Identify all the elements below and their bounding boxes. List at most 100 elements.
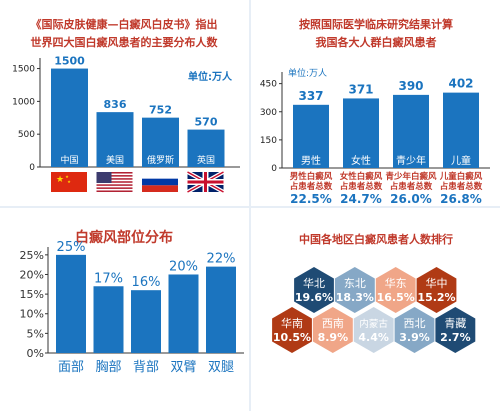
region-value: 2.7% — [440, 331, 471, 344]
bar-value-label: 25% — [57, 240, 86, 255]
panel3-title: 白癜风部位分布 — [75, 230, 173, 246]
groups-chart: 0150300450单位:万人337男性男性白癜风占患者总数22.5%371女性… — [260, 67, 490, 206]
flag-star-icon: ★ — [56, 175, 64, 185]
unit-label: 单位:万人 — [288, 67, 327, 79]
hexagon-青藏 — [435, 307, 476, 353]
panel-china-groups: 按照国际医学临床研究结果计算 我国各大人群白癜风患者 0 150 300 450 单位:… — [252, 0, 500, 206]
hexagon-华北 — [294, 267, 334, 313]
hexagon-华中 — [416, 267, 457, 313]
region-value: 19.6% — [295, 291, 333, 304]
caption-line1: 儿童白癜风 — [439, 171, 483, 182]
region-value: 10.5% — [273, 331, 311, 344]
flag-cross — [204, 172, 207, 192]
bar-value-label: 570 — [195, 116, 218, 129]
y-tick-label: 1000 — [12, 97, 35, 107]
category-label: 背部 — [133, 360, 159, 375]
region-value: 16.5% — [377, 291, 415, 304]
y-tick-label: 0% — [27, 347, 44, 360]
y-tick-label: 25% — [20, 249, 44, 262]
bar-value-label: 16% — [132, 275, 161, 290]
category-label: 美国 — [106, 154, 124, 166]
russia-flag-icon — [142, 172, 178, 179]
bar-value-label: 337 — [298, 89, 323, 103]
y-tick-label: 0 — [271, 164, 277, 174]
bar-俄罗斯 — [142, 117, 179, 167]
bar-value-label: 752 — [149, 104, 172, 117]
flag-stripe — [96, 178, 133, 180]
hexagon-西北 — [394, 307, 435, 353]
hexagon-西南 — [312, 307, 353, 353]
flag-stripe — [96, 190, 133, 192]
flag-stripe — [96, 184, 133, 186]
caption-line1: 青少年白癜风 — [385, 171, 437, 182]
caption-line2: 占患者总数 — [440, 181, 483, 192]
category-label: 女性 — [351, 154, 371, 167]
y-tick-label: 10% — [20, 308, 44, 321]
flag-stripe — [96, 175, 133, 177]
bar-value-label: 402 — [448, 77, 473, 91]
y-tick-label: 20% — [20, 268, 44, 281]
bar-胸部 — [93, 286, 124, 353]
caption-line1: 女性白癜风 — [340, 171, 383, 182]
bar-value-label: 22% — [207, 252, 236, 267]
region-value: 15.2% — [417, 291, 455, 304]
caption-line1: 男性白癜风 — [290, 171, 333, 182]
bar-value-label: 836 — [104, 98, 127, 111]
panel-regions: 中国各地区白癜风患者人数排行 华北 19.6% 东北 18.3% 华东 16.5% 华中 15… — [252, 209, 500, 411]
hexagon-内蒙古 — [353, 307, 394, 353]
caption-line2: 占患者总数 — [340, 181, 383, 192]
panel1-title-line2: 世界四大国白癜风患者的主要分布人数 — [30, 36, 218, 49]
region-name: 内蒙古 — [359, 318, 388, 330]
hexagon-华东 — [375, 267, 416, 313]
y-tick-label: 0 — [29, 163, 35, 173]
region-value: 8.9% — [318, 331, 349, 344]
flag-stripe — [96, 172, 133, 174]
category-label: 儿童 — [451, 154, 471, 167]
y-tick-label: 5% — [27, 327, 44, 340]
flag-stripe — [96, 187, 133, 189]
flag-star-icon: ★ — [67, 179, 71, 184]
divider-vertical — [249, 0, 251, 411]
bar-美国 — [96, 112, 134, 167]
hexagon-华南 — [272, 307, 312, 353]
flag-canton — [96, 172, 112, 183]
bar-value-label: 17% — [94, 271, 123, 286]
panel2-title-line2: 我国各大人群白癜风患者 — [315, 36, 437, 49]
bar-青少年 — [393, 94, 429, 168]
caption-line2: 占患者总数 — [390, 181, 433, 192]
category-label: 男性 — [301, 154, 321, 167]
category-label: 双腿 — [208, 360, 234, 375]
countries-chart: 0 500 1000 1500 单位:万人 1500 中国 836 美国 752 俄罗斯 570 英国 ★… — [12, 55, 240, 194]
region-name: 东北 — [344, 277, 366, 290]
panel-world-countries: 《国际皮肤健康—白癜风白皮书》指出 世界四大国白癜风患者的主要分布人数 0 500… — [0, 0, 248, 205]
region-name: 华南 — [281, 316, 303, 330]
y-tick-label: 300 — [260, 108, 277, 118]
panel4-title: 中国各地区白癜风患者人数排行 — [299, 233, 453, 246]
category-label: 面部 — [58, 360, 84, 375]
hexagon-东北 — [334, 267, 375, 313]
bar-双腿 — [206, 266, 236, 353]
flag-stripe — [142, 185, 178, 192]
bar-女性 — [343, 98, 379, 168]
y-tick-label: 500 — [18, 130, 35, 140]
y-tick-label: 150 — [260, 136, 277, 146]
bar-男性 — [293, 104, 329, 168]
bar-面部 — [56, 254, 86, 353]
category-label: 英国 — [197, 154, 215, 166]
panel1-title-line1: 《国际皮肤健康—白癜风白皮书》指出 — [30, 18, 218, 31]
bar-儿童 — [443, 92, 479, 168]
category-label: 青少年 — [396, 154, 426, 167]
flag-stripe — [96, 181, 133, 183]
panel-body-parts: 白癜风部位分布 0% 5% 10% 15% 20% 25% 25% 面部 17% 胸部 16% 背部 2… — [0, 209, 248, 411]
unit-label: 单位:万人 — [188, 70, 233, 83]
bar-中国 — [51, 68, 88, 167]
panel2-title-line1: 按照国际医学临床研究结果计算 — [299, 18, 453, 31]
percent-label: 26.8% — [440, 192, 482, 206]
region-value: 4.4% — [358, 331, 389, 344]
category-label: 中国 — [60, 154, 78, 166]
flag-star-icon: ★ — [65, 174, 69, 179]
bar-英国 — [187, 129, 225, 167]
category-label: 双臂 — [170, 360, 196, 375]
bar-value-label: 371 — [348, 82, 373, 96]
